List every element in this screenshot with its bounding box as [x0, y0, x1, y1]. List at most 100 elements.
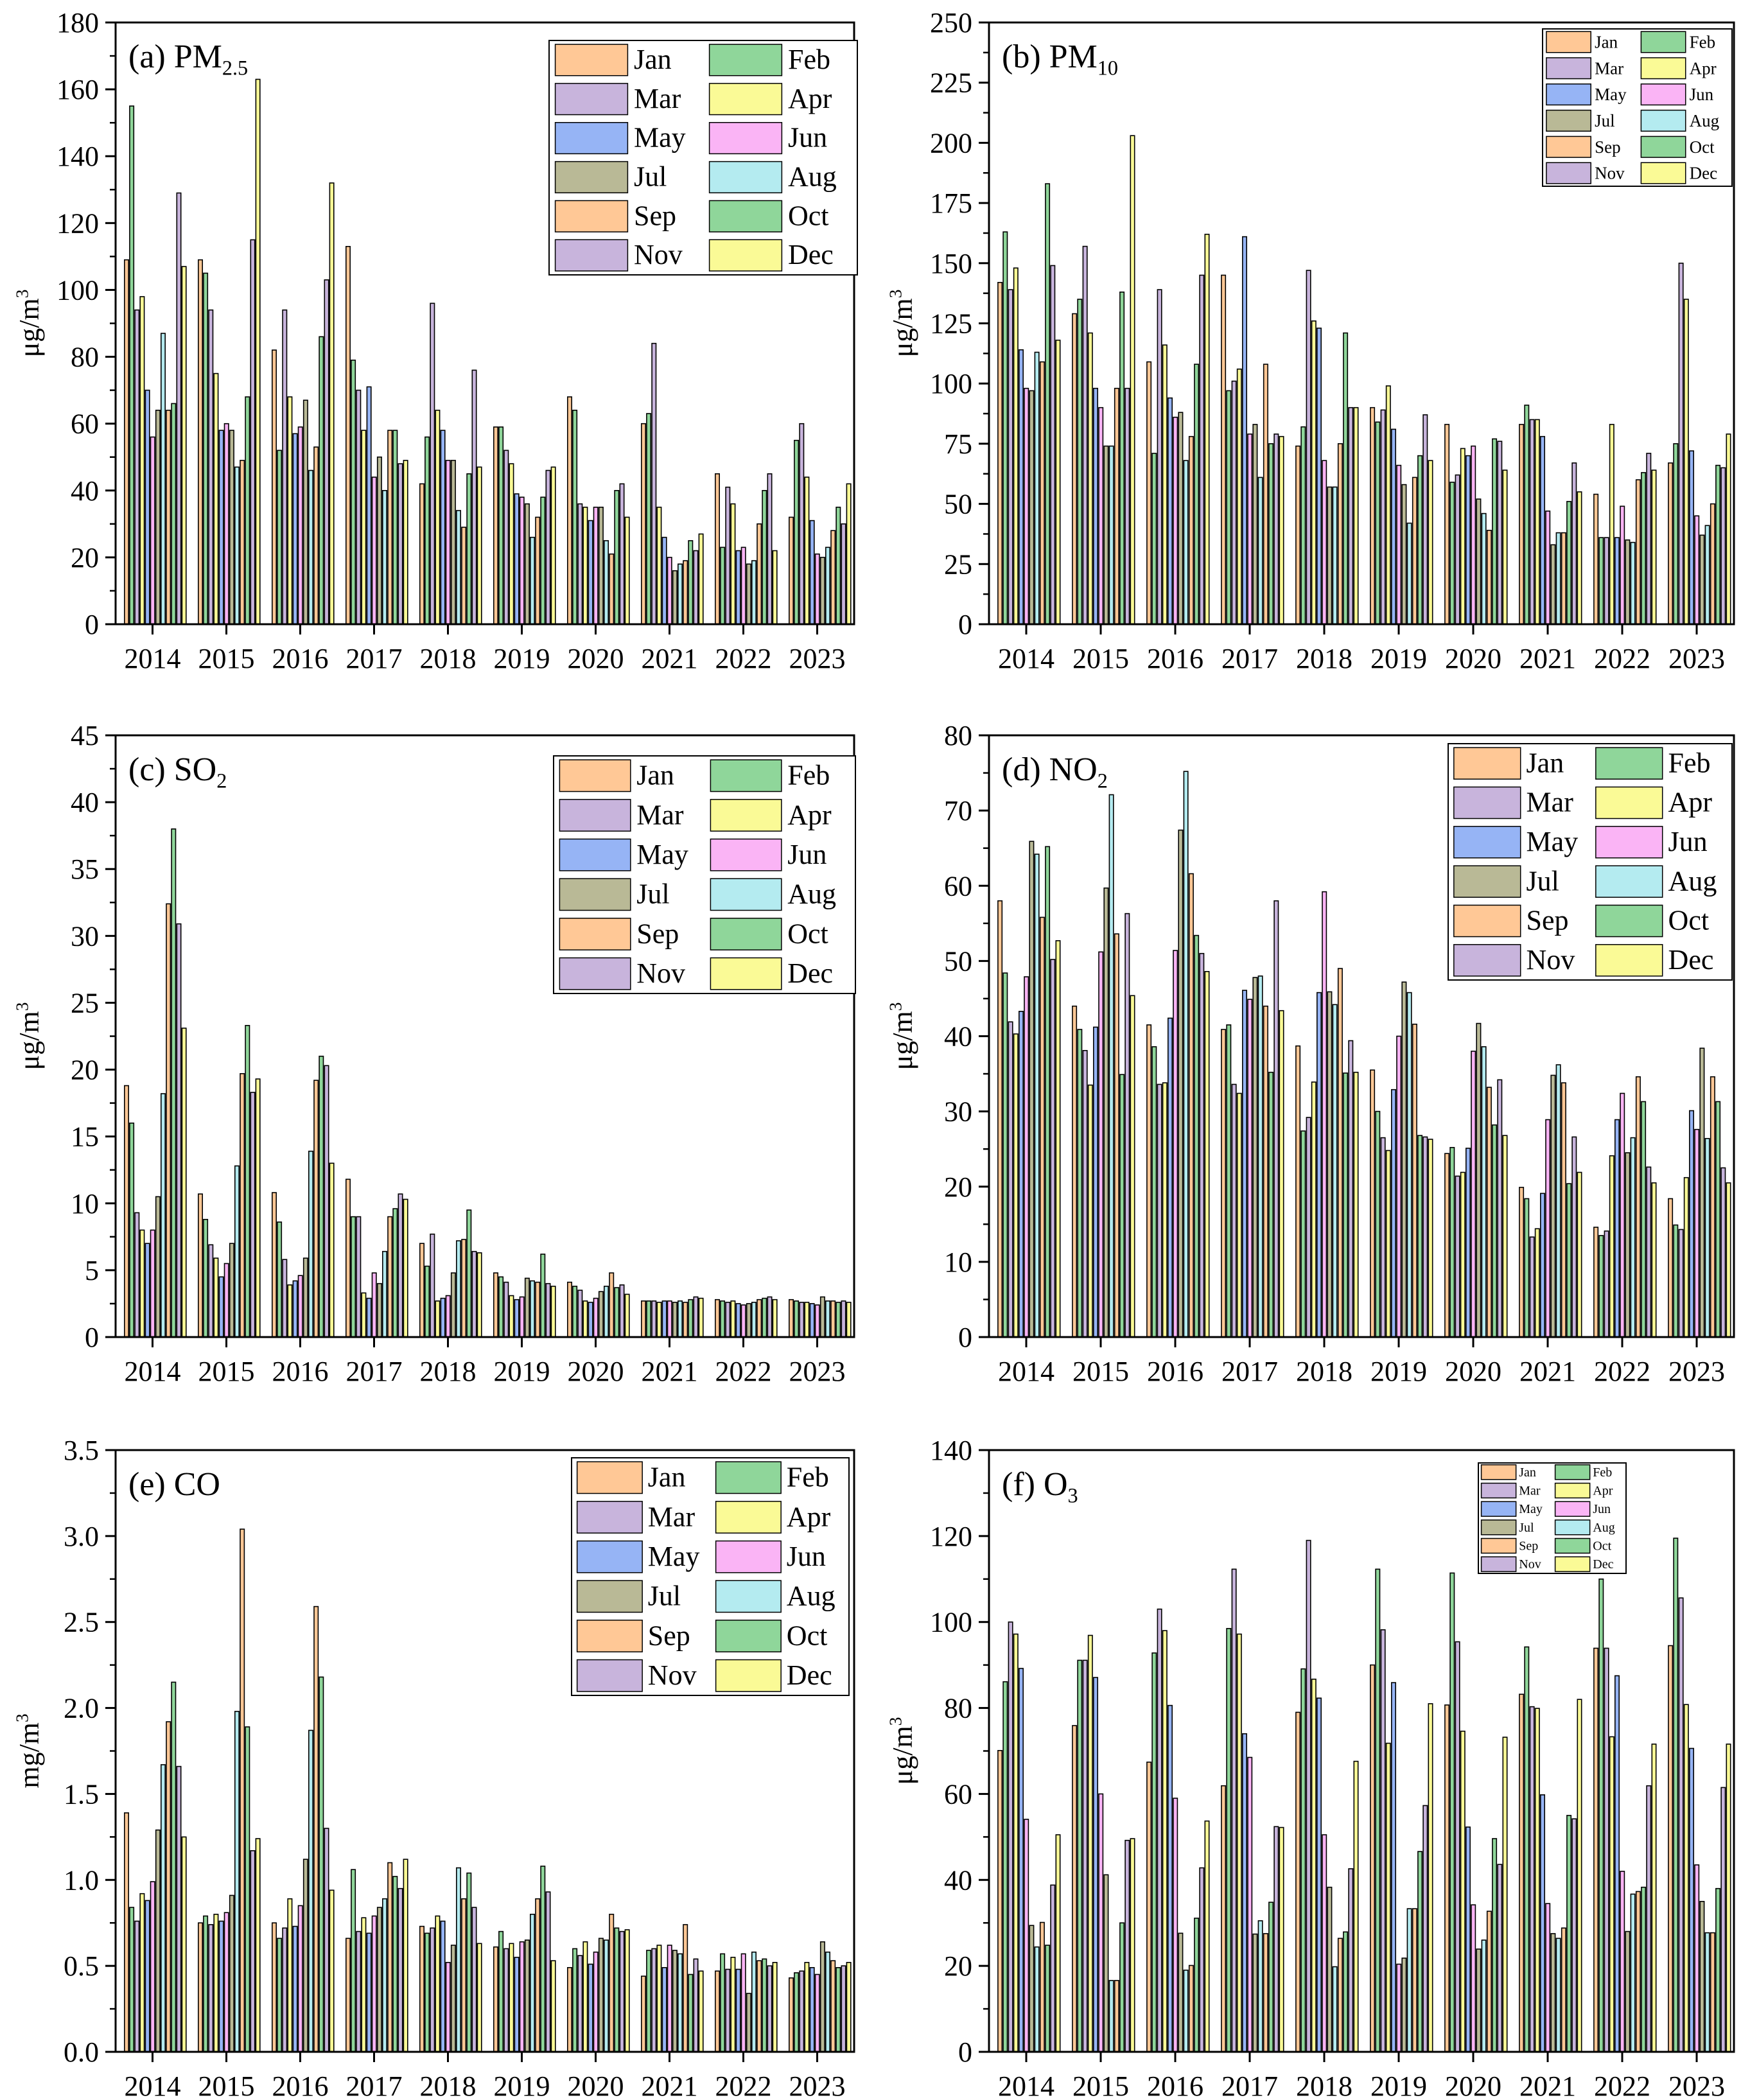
bar-so2-2019-jun — [519, 1296, 525, 1338]
bar-pm25-2018-jul — [450, 460, 456, 625]
bar-pm10-2017-sep — [1263, 363, 1268, 625]
legend-label-so2-may: May — [636, 839, 688, 870]
bar-no2-2023-aug — [1704, 1138, 1710, 1338]
legend-label-no2-aug: Aug — [1668, 865, 1717, 897]
bar-pm10-2022-feb — [1598, 537, 1604, 625]
bar-no2-2014-may — [1019, 1011, 1024, 1338]
bar-so2-2022-may — [735, 1303, 741, 1338]
x-tick-label-o3-2018: 2018 — [1296, 2070, 1352, 2097]
bar-so2-2017-may — [366, 1297, 372, 1338]
bar-pm25-2018-nov — [471, 369, 477, 625]
y-tick-label-pm25: 180 — [57, 7, 99, 39]
bar-co-2016-sep — [313, 1606, 319, 2052]
bar-so2-2014-mar — [134, 1212, 140, 1338]
bar-o3-2019-oct — [1417, 1851, 1423, 2052]
bar-co-2021-may — [661, 1967, 667, 2052]
bar-pm10-2019-jul — [1401, 484, 1407, 625]
x-tick-label-co-2017: 2017 — [346, 2070, 403, 2097]
legend-pm25: Jan Feb Mar Apr May Jun Jul Aug Sep Oct Nov Dec — [548, 40, 858, 276]
bar-so2-2020-jul — [598, 1291, 604, 1338]
legend-swatch-o3-oct — [1554, 1537, 1591, 1554]
bar-o3-2015-feb — [1077, 1659, 1083, 2052]
bar-pm25-2017-jan — [345, 245, 351, 625]
x-tick-label-so2-2020: 2020 — [568, 1356, 624, 1387]
y-tick-label-pm25: 140 — [57, 141, 99, 172]
bar-no2-2022-jun — [1620, 1092, 1625, 1338]
bar-no2-2016-feb — [1151, 1046, 1157, 1338]
bar-o3-2023-nov — [1720, 1787, 1726, 2052]
bar-so2-2019-sep — [535, 1281, 541, 1338]
legend-label-so2-oct: Oct — [787, 918, 828, 949]
bar-no2-2022-sep — [1635, 1076, 1641, 1338]
legend-swatch-o3-may — [1480, 1501, 1517, 1517]
y-tick-label-pm25: 20 — [71, 542, 99, 573]
legend-swatch-pm25-feb — [708, 44, 783, 76]
bar-pm10-2017-jan — [1221, 274, 1227, 625]
bar-co-2022-jan — [715, 1970, 721, 2052]
bar-no2-2018-aug — [1332, 1004, 1338, 1338]
bar-pm25-2019-jun — [519, 496, 525, 625]
legend-label-pm25-jul: Jul — [634, 161, 667, 193]
bar-o3-2021-jan — [1519, 1693, 1525, 2052]
bar-pm25-2020-feb — [572, 409, 578, 625]
x-tick-label-no2-2017: 2017 — [1221, 1356, 1278, 1387]
bar-so2-2022-oct — [762, 1297, 767, 1338]
bar-pm25-2018-aug — [455, 510, 461, 625]
bar-pm25-2023-may — [809, 520, 815, 625]
bar-co-2020-jun — [593, 1951, 599, 2052]
legend-swatch-co-mar — [576, 1501, 643, 1534]
x-tick-label-pm10-2015: 2015 — [1072, 643, 1129, 674]
y-tick-label-o3: 0 — [958, 2036, 972, 2068]
x-tick-label-co-2014: 2014 — [125, 2070, 181, 2097]
legend-label-co-nov: Nov — [648, 1659, 697, 1691]
bar-so2-2019-mar — [503, 1281, 509, 1338]
bar-no2-2023-dec — [1726, 1182, 1731, 1338]
bar-co-2022-feb — [720, 1953, 726, 2052]
legend-label-pm25-jun: Jun — [788, 122, 827, 153]
legend-swatch-o3-jan — [1480, 1464, 1517, 1480]
bar-co-2019-apr — [509, 1943, 514, 2052]
bar-pm25-2018-jun — [445, 460, 451, 625]
bar-pm10-2015-jul — [1103, 445, 1109, 625]
y-axis-label-group-co: mg/m3 — [12, 1713, 45, 1788]
bar-pm25-2020-may — [588, 520, 593, 625]
bar-co-2023-feb — [794, 1972, 800, 2052]
bar-pm10-2015-may — [1093, 387, 1099, 625]
bar-so2-2016-jun — [297, 1275, 303, 1338]
legend-label-o3-dec: Dec — [1593, 1557, 1613, 1571]
bar-pm25-2021-aug — [678, 563, 683, 625]
bar-o3-2021-apr — [1534, 1708, 1540, 2052]
bar-pm25-2016-may — [292, 433, 298, 625]
bar-so2-2017-feb — [351, 1216, 356, 1338]
bar-so2-2023-dec — [846, 1302, 852, 1338]
bar-so2-2015-aug — [234, 1165, 240, 1338]
bar-co-2019-nov — [545, 1891, 551, 2052]
bar-no2-2017-oct — [1268, 1071, 1274, 1338]
legend-swatch-o3-nov — [1480, 1556, 1517, 1572]
legend-swatch-co-sep — [576, 1620, 643, 1652]
x-tick-label-so2-2016: 2016 — [272, 1356, 329, 1387]
y-tick-label-no2: 60 — [944, 870, 972, 902]
bar-so2-2016-feb — [277, 1221, 283, 1338]
y-tick-label-o3: 20 — [944, 1950, 972, 1982]
y-axis-label-group-pm25: μg/m3 — [12, 290, 45, 358]
bar-pm10-2015-nov — [1124, 387, 1130, 625]
legend-label-pm10-oct: Oct — [1690, 137, 1715, 157]
legend-swatch-o3-feb — [1554, 1464, 1591, 1480]
y-axis-label-group-no2: μg/m3 — [886, 1002, 918, 1071]
bar-co-2019-jan — [493, 1946, 498, 2052]
bar-no2-2020-dec — [1502, 1135, 1508, 1338]
bar-co-2019-oct — [540, 1866, 546, 2052]
bar-pm10-2015-oct — [1119, 291, 1125, 625]
bar-so2-2017-dec — [403, 1198, 408, 1338]
bar-so2-2014-may — [144, 1243, 150, 1338]
bar-pm25-2019-may — [514, 493, 520, 625]
legend-swatch-pm25-sep — [554, 200, 629, 232]
bar-pm10-2023-sep — [1710, 503, 1715, 625]
bar-pm10-2016-feb — [1151, 453, 1157, 625]
bar-o3-2018-jul — [1327, 1886, 1333, 2052]
bar-co-2014-oct — [171, 1681, 177, 2052]
legend-label-o3-nov: Nov — [1519, 1557, 1541, 1571]
legend-label-o3-sep: Sep — [1519, 1539, 1538, 1553]
bar-o3-2022-dec — [1651, 1744, 1657, 2052]
